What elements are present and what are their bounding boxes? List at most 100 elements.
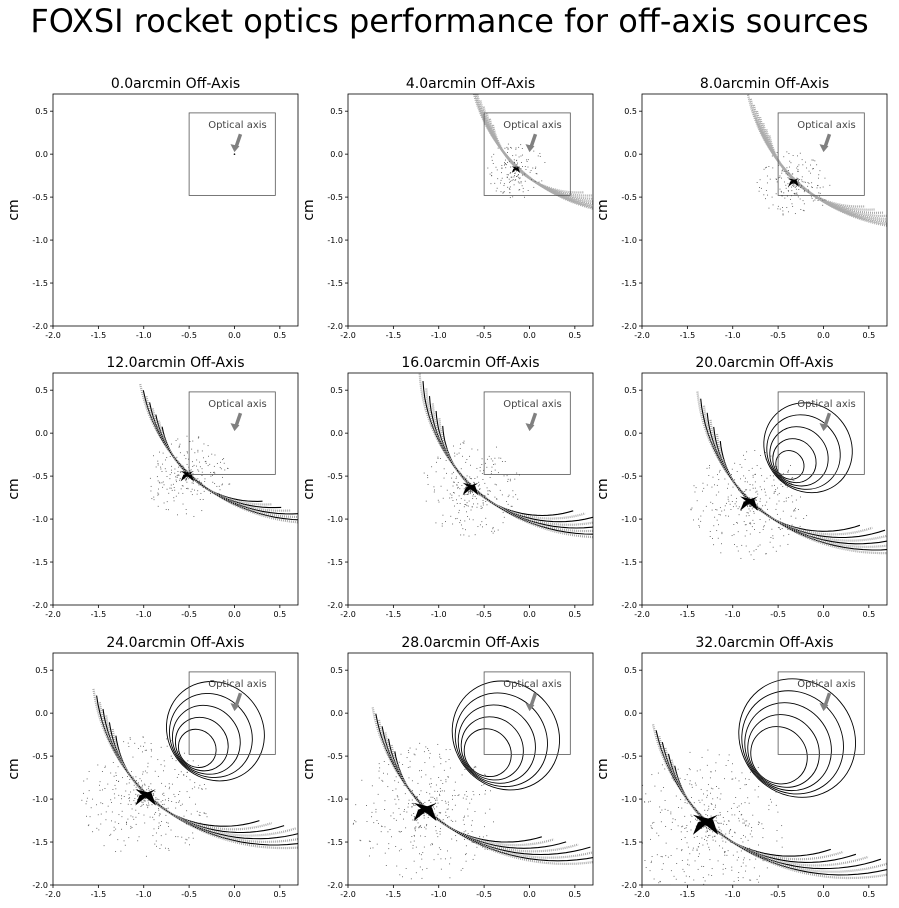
scatter-point <box>194 452 196 454</box>
scatter-point <box>782 214 784 216</box>
scatter-point <box>494 496 496 498</box>
scatter-point <box>485 501 487 503</box>
scatter-point <box>811 197 813 199</box>
scatter-point <box>211 453 213 455</box>
scatter-point <box>451 795 453 797</box>
scatter-point <box>787 543 789 545</box>
scatter-point <box>522 166 523 167</box>
scatter-point <box>398 799 400 801</box>
scatter-point <box>493 821 495 823</box>
scatter-point <box>92 831 94 833</box>
scatter-point <box>201 788 203 790</box>
scatter-point <box>441 800 443 802</box>
scatter-point <box>748 469 750 471</box>
scatter-point <box>210 493 211 494</box>
scatter-point <box>438 847 440 849</box>
scatter-point <box>181 485 183 487</box>
scatter-point <box>777 205 779 207</box>
y-tick-label: 0.5 <box>35 386 48 395</box>
scatter-point <box>453 505 455 507</box>
scatter-point <box>428 750 430 752</box>
scatter-point <box>451 473 453 475</box>
scatter-point <box>384 809 386 810</box>
optical-axis-box <box>777 391 865 475</box>
scatter-point <box>696 850 698 852</box>
scatter-point <box>704 825 706 827</box>
scatter-point <box>764 452 766 453</box>
scatter-point <box>436 814 438 816</box>
scatter-point <box>653 878 655 880</box>
scatter-point <box>763 526 765 528</box>
scatter-point <box>451 829 453 830</box>
scatter-point <box>516 159 518 161</box>
scatter-point <box>709 465 711 466</box>
ghost-arc <box>111 728 273 831</box>
scatter-point <box>490 458 492 460</box>
scatter-point <box>782 486 784 488</box>
scatter-point <box>197 451 199 453</box>
scatter-point <box>531 179 532 181</box>
scatter-point <box>796 192 798 194</box>
scatter-point <box>409 760 411 762</box>
scatter-point <box>469 767 471 769</box>
scatter-point <box>786 195 788 197</box>
scatter-point <box>205 488 207 490</box>
scatter-point <box>509 192 511 194</box>
scatter-point <box>439 812 441 814</box>
y-tick-label: -1.5 <box>32 279 48 288</box>
scatter-point <box>457 471 459 473</box>
arrow-head-icon <box>819 423 829 432</box>
ghost-arc <box>706 412 887 545</box>
scatter-point <box>189 796 191 798</box>
focus-core <box>511 166 521 173</box>
scatter-point <box>155 832 157 834</box>
scatter-point <box>185 469 186 471</box>
scatter-point <box>687 863 688 865</box>
scatter-point <box>420 790 422 792</box>
scatter-point <box>802 209 804 211</box>
scatter-point <box>734 831 736 833</box>
scatter-point <box>83 780 85 782</box>
scatter-point <box>815 197 817 199</box>
scatter-point <box>120 850 122 852</box>
scatter-point <box>702 510 704 512</box>
scatter-point <box>724 505 726 507</box>
scatter-point <box>420 835 422 837</box>
scatter-point <box>684 799 686 801</box>
scatter-point <box>199 784 201 786</box>
optical-axis-box <box>483 391 571 475</box>
scatter-point <box>394 798 396 800</box>
x-tick-label: -1.0 <box>725 890 741 899</box>
scatter-point <box>452 821 454 822</box>
scatter-point <box>719 798 721 800</box>
scatter-point <box>144 749 146 751</box>
scatter-point <box>167 826 169 827</box>
scatter-point <box>98 784 100 786</box>
scatter-point <box>447 808 449 810</box>
scatter-point <box>521 174 523 176</box>
scatter-point <box>684 779 686 780</box>
scatter-point <box>756 774 758 776</box>
scatter-point <box>104 767 106 768</box>
scatter-point <box>659 806 661 808</box>
data-points <box>352 680 593 880</box>
ghost-arc <box>384 732 579 853</box>
scatter-point <box>520 181 522 183</box>
scatter-point <box>214 483 216 485</box>
scatter-point <box>416 797 418 799</box>
scatter-point <box>132 756 134 758</box>
scatter-point <box>746 489 748 491</box>
scatter-point <box>177 438 179 440</box>
scatter-point <box>750 505 752 507</box>
scatter-point <box>735 505 737 507</box>
scatter-point <box>413 753 415 755</box>
scatter-point <box>154 843 156 845</box>
y-tick-label: -2.0 <box>621 881 637 890</box>
scatter-point <box>173 487 175 488</box>
scatter-point <box>415 846 417 848</box>
scatter-point <box>197 481 199 483</box>
scatter-point <box>187 488 189 490</box>
scatter-point <box>727 487 728 489</box>
scatter-point <box>482 846 484 848</box>
scatter-point <box>789 160 791 162</box>
